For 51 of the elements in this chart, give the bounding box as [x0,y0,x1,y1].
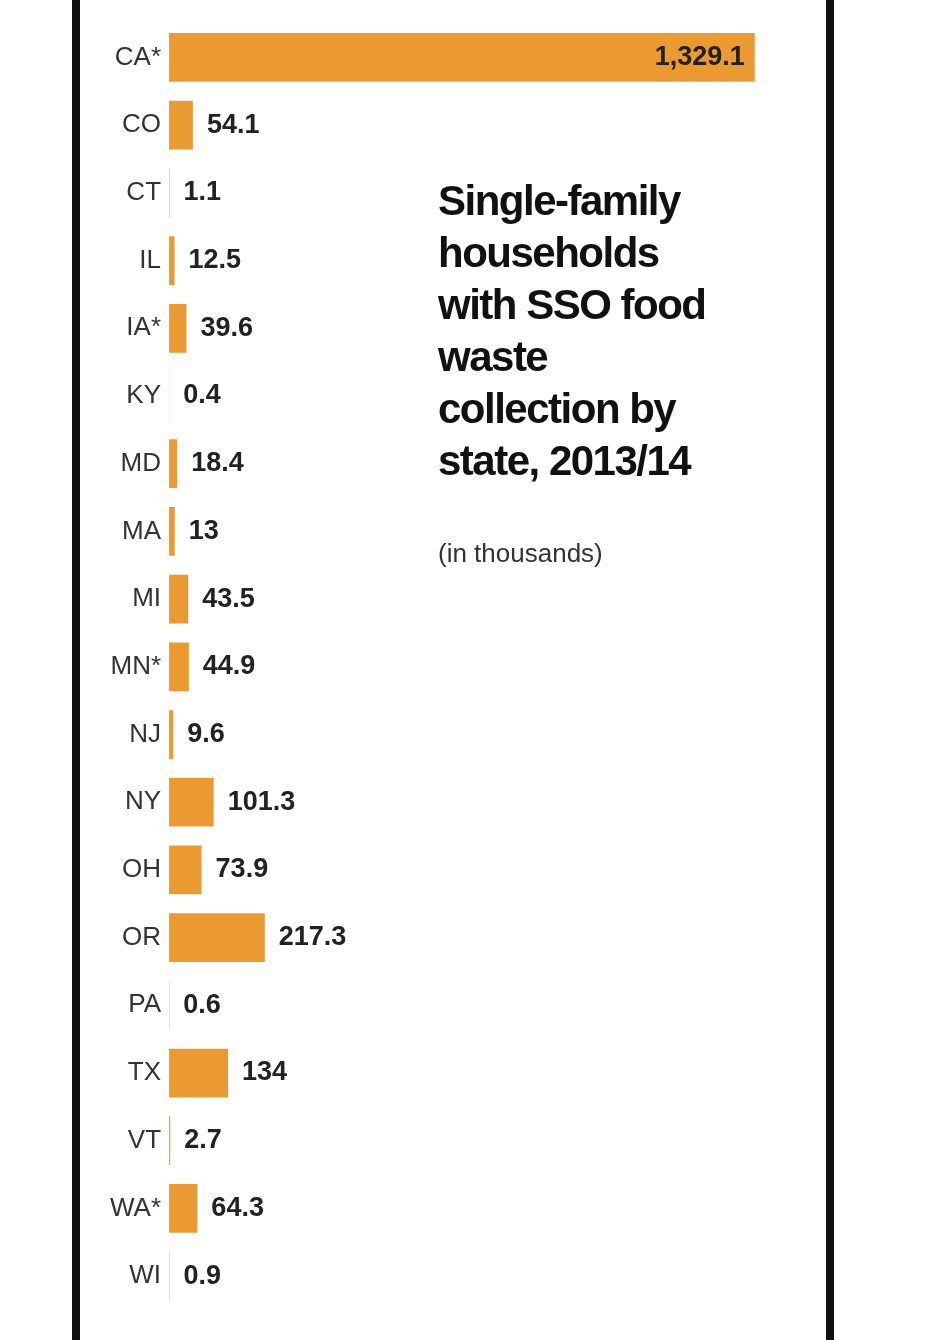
bar [169,236,175,285]
data-label: 64.3 [211,1191,264,1222]
bar [169,33,755,82]
data-label: 12.5 [188,244,242,275]
y-tick-label: KY [126,379,162,410]
y-tick-label: MA [122,514,162,545]
bar [169,1184,198,1233]
data-label: 18.4 [191,447,244,478]
bar [169,642,189,692]
data-label: 73.9 [215,853,269,884]
data-label: 39.6 [200,311,254,342]
bar [169,303,187,353]
data-label: 2.7 [184,1124,222,1155]
bar [169,913,265,962]
data-label: 44.9 [202,650,256,681]
y-tick-label: CA* [114,40,162,71]
data-label: 101.3 [227,785,296,816]
y-tick-label: IA* [126,311,162,342]
y-tick-label: OR [122,920,162,951]
y-tick-label: WA* [109,1191,162,1222]
y-tick-label: NY [124,785,162,816]
y-tick-label: TX [127,1056,162,1087]
data-label: 54.1 [206,108,260,139]
y-tick-label: MD [120,446,162,477]
data-label: 0.6 [183,988,221,1019]
data-label: 43.5 [202,582,255,613]
y-tick-label: PA [128,988,162,1019]
data-label: 1,329.1 [654,40,745,71]
bar [169,777,214,827]
text: (in thousands) [438,538,603,569]
y-tick-label: CT [126,176,162,207]
y-tick-label: MN* [110,649,162,680]
y-tick-label: OH [122,853,162,884]
bar [169,100,193,150]
y-tick-label: CO [122,108,162,139]
y-tick-label: MI [132,582,162,613]
y-tick-label: WI [129,1259,162,1290]
data-label: 0.4 [183,379,221,410]
y-tick-label: NJ [129,717,162,748]
data-label: 1.1 [183,176,222,207]
bar [169,1048,229,1098]
data-label: 217.3 [278,921,347,952]
y-tick-label: VT [127,1123,162,1154]
data-label: 9.6 [187,717,225,748]
text: Single-family households with SSO food waste collection by state, 2013/14 [438,176,707,486]
bar [169,845,202,895]
bar [169,574,189,624]
y-tick-label: IL [139,243,162,274]
data-label: 13 [188,514,219,545]
data-label: 134 [242,1056,288,1087]
data-label: 0.9 [183,1259,221,1290]
